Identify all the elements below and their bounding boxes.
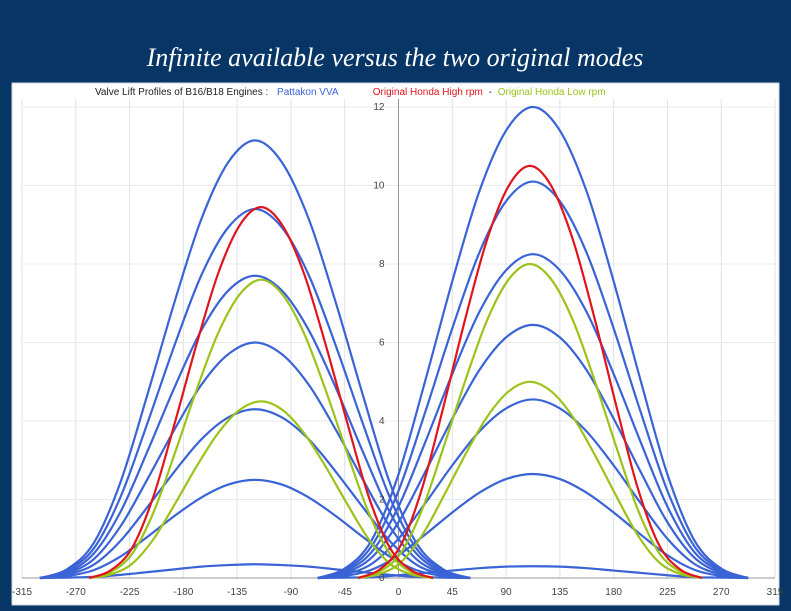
chart-header: Valve Lift Profiles of B16/B18 Engines :… <box>95 87 606 98</box>
lift-curve <box>357 164 703 580</box>
lift-curve <box>317 323 749 580</box>
x-tick-label: 270 <box>713 587 730 598</box>
legend-entry: Original Honda Low rpm <box>498 87 606 98</box>
x-tick-label: 315 <box>767 587 784 598</box>
lift-curve <box>88 400 434 580</box>
chart-title: Valve Lift Profiles of B16/B18 Engines : <box>95 87 268 98</box>
x-tick-label: 180 <box>605 587 622 598</box>
lift-curve <box>39 274 471 580</box>
x-tick-label: 225 <box>659 587 676 598</box>
curves <box>39 105 749 580</box>
lift-curve <box>357 380 703 580</box>
x-tick-label: -225 <box>120 587 140 598</box>
lift-curve <box>317 253 749 580</box>
x-tick-label: -45 <box>337 587 352 598</box>
x-tick-label: -90 <box>284 587 299 598</box>
lift-curve <box>88 278 434 580</box>
x-tick-label: -315 <box>12 587 32 598</box>
y-tick-label: 6 <box>379 338 385 349</box>
lift-curve <box>357 262 703 580</box>
y-tick-label: 10 <box>373 181 385 192</box>
x-tick-label: -270 <box>66 587 86 598</box>
legend-entry: Pattakon VVA <box>277 87 339 98</box>
x-tick-label: 0 <box>396 587 402 598</box>
y-tick-label: 0 <box>379 573 385 584</box>
lift-curve <box>317 565 749 580</box>
x-tick-label: -180 <box>173 587 193 598</box>
lift-curve <box>39 408 471 580</box>
lift-curve <box>88 205 434 580</box>
lift-curve <box>317 105 749 580</box>
y-tick-label: 8 <box>379 259 385 270</box>
x-tick-label: 90 <box>501 587 513 598</box>
legend-entry: Original Honda High rpm <box>373 87 483 98</box>
y-tick-label: 4 <box>379 416 385 427</box>
x-tick-label: -135 <box>227 587 247 598</box>
slide-title: Infinite available versus the two origin… <box>146 43 644 72</box>
y-tick-label: 2 <box>379 495 385 506</box>
legend-separator: - <box>489 87 492 98</box>
x-tick-label: 45 <box>447 587 459 598</box>
lift-curve <box>317 180 749 580</box>
y-tick-label: 12 <box>373 102 385 113</box>
lift-curve <box>39 341 471 580</box>
x-tick-label: 135 <box>552 587 569 598</box>
